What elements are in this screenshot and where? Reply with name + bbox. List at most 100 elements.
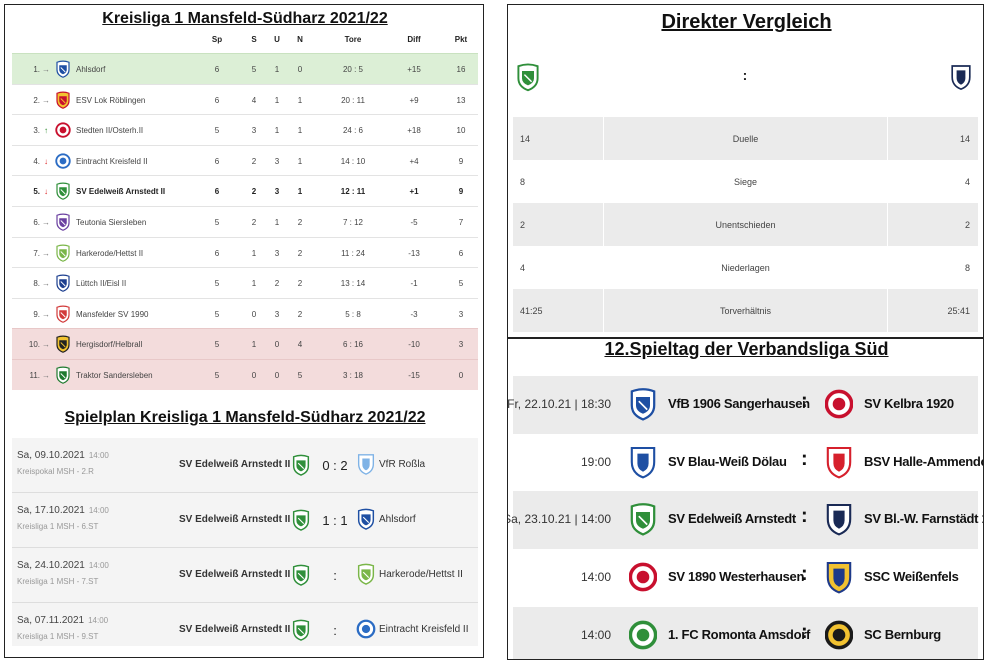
away-team-logo-icon[interactable] — [356, 508, 376, 530]
home-team-logo-icon[interactable] — [629, 501, 657, 537]
trend-arrow-icon: → — [42, 279, 50, 289]
home-team-logo-icon[interactable] — [629, 386, 657, 422]
list-item[interactable]: Sa, 17.10.2021 14:00 Kreisliga 1 MSH - 6.S… — [12, 493, 478, 548]
table-row[interactable]: 4. ↓ Eintracht Kreisfeld II 6 2 3 1 14 : 10 +4 9 — [12, 144, 478, 176]
home-team-name[interactable]: SV Edelweiß Arnstedt II — [179, 569, 291, 580]
table-row[interactable]: 11. → Traktor Sandersleben 5 0 0 5 3 : 18 -15 0 — [12, 358, 478, 390]
away-team-logo-icon[interactable] — [356, 563, 376, 585]
list-item[interactable]: Sa, 07.11.2021 14:00 Kreisliga 1 MSH - 9.S… — [12, 603, 478, 646]
goal-difference: -10 — [408, 340, 420, 350]
home-team-name[interactable]: SV Edelweiß Arnstedt II — [179, 514, 291, 525]
match-score[interactable]: 1 : 1 — [322, 513, 348, 528]
table-row[interactable]: 1. → Ahlsdorf 6 5 1 0 20 : 5 +15 16 — [12, 53, 478, 84]
team-name[interactable]: Harkerode/Hettst II — [76, 248, 144, 258]
match-score[interactable]: : — [333, 623, 337, 638]
column-divider — [603, 160, 604, 203]
games-played: 5 — [214, 217, 220, 227]
away-team-name[interactable]: VfR Roßla — [379, 459, 426, 470]
trend-arrow-icon: ↓ — [44, 156, 48, 166]
home-team-name[interactable]: SV Edelweiß Arnstedt — [668, 511, 796, 527]
table-row[interactable]: 6. → Teutonia Siersleben 5 2 1 2 7 : 12 -5 7 — [12, 205, 478, 237]
match-time: 14:00 — [88, 451, 109, 460]
fixture-row[interactable]: 14:00 SV 1890 Westerhausen: SSC Weißenfels — [513, 549, 978, 607]
team-logo-icon[interactable] — [54, 121, 72, 139]
fixture-row[interactable]: Sa, 23.10.21 | 14:00 SV Edelweiß Arnstedt… — [508, 491, 983, 550]
team-logo-icon[interactable] — [54, 274, 72, 293]
team-logo-icon[interactable] — [54, 366, 72, 384]
team-logo-icon[interactable] — [54, 152, 72, 170]
team-name[interactable]: Ahlsdorf — [76, 65, 106, 74]
draws: 3 — [274, 156, 280, 166]
home-team-logo-icon[interactable] — [629, 444, 657, 480]
table-row[interactable]: 2. → ESV Lok Röblingen 6 4 1 1 20 : 11 +9 13 — [12, 83, 478, 115]
table-row[interactable]: 9. → Mansfelder SV 1990 5 0 3 2 5 : 8 -3 3 — [12, 297, 478, 329]
home-team-logo-icon[interactable] — [629, 559, 657, 595]
away-team-name[interactable]: SV Kelbra 1920 — [864, 396, 954, 411]
away-team-name[interactable]: SSC Weißenfels — [864, 569, 959, 585]
team-name[interactable]: Teutonia Siersleben — [76, 217, 147, 227]
home-team-logo-icon[interactable] — [629, 617, 657, 653]
list-item[interactable]: Sa, 09.10.2021 14:00 Kreispokal MSH - 2.R S… — [12, 438, 478, 493]
away-team-name[interactable]: Harkerode/Hettst II — [379, 569, 463, 580]
away-team-name[interactable]: Eintracht Kreisfeld II — [379, 624, 469, 635]
fixture-row[interactable]: 19:00 SV Blau-Weiß Dölau: BSV Halle-Ammend… — [513, 433, 983, 492]
team-logo-icon[interactable] — [54, 60, 72, 78]
table-row[interactable]: 5. ↓ SV Edelweiß Arnstedt II 6 2 3 1 12 : 11 +1 9 — [12, 175, 478, 206]
away-team-logo-icon[interactable] — [950, 60, 972, 94]
home-team-name[interactable]: SV Edelweiß Arnstedt II — [179, 459, 291, 470]
away-team-logo-icon[interactable] — [825, 501, 853, 537]
team-logo-icon[interactable] — [54, 244, 72, 262]
home-team-logo-icon[interactable] — [291, 509, 311, 531]
team-name[interactable]: Lüttch II/Eisl II — [76, 279, 127, 289]
goals: 6 : 16 — [342, 340, 363, 350]
rank: 3. — [33, 126, 40, 136]
away-team-logo-icon[interactable] — [825, 386, 853, 422]
direct-separator: : — [742, 67, 748, 83]
team-name[interactable]: Hergisdorf/Helbrall — [76, 340, 143, 350]
away-team-logo-icon[interactable] — [825, 559, 853, 595]
away-team-logo-icon[interactable] — [356, 618, 376, 640]
team-logo-icon[interactable] — [54, 182, 72, 201]
team-name[interactable]: Stedten II/Osterh.II — [76, 126, 144, 136]
team-logo-icon[interactable] — [54, 213, 72, 231]
fixture-row[interactable]: 14:00 1. FC Romonta Amsdorf: SC Bernburg — [513, 606, 978, 659]
away-team-name[interactable]: BSV Halle-Ammendorf — [864, 453, 984, 469]
home-team-name[interactable]: SV Edelweiß Arnstedt II — [179, 624, 291, 635]
home-team-name[interactable]: VfB 1906 Sangerhausen — [668, 396, 810, 411]
away-team-name[interactable]: Ahlsdorf — [379, 514, 416, 525]
table-row[interactable]: 8. → Lüttch II/Eisl II 5 1 2 2 13 : 14 -1 5 — [12, 267, 478, 298]
team-logo-icon[interactable] — [54, 305, 72, 323]
home-team-logo-icon[interactable] — [516, 60, 540, 94]
stats-row: 41:25 Torverhältnis 25:41 — [513, 289, 978, 332]
league-panel: Kreisliga 1 Mansfeld-Südharz 2021/22 Sp … — [4, 4, 484, 658]
home-team-logo-icon[interactable] — [291, 619, 311, 641]
team-name[interactable]: Mansfelder SV 1990 — [76, 309, 149, 319]
home-team-logo-icon[interactable] — [291, 564, 311, 586]
home-team-name[interactable]: SV 1890 Westerhausen — [668, 569, 805, 585]
losses: 1 — [297, 95, 303, 105]
fixture-datetime: Sa, 23.10.21 | 14:00 — [507, 512, 611, 527]
table-row[interactable]: 10. → Hergisdorf/Helbrall 5 1 0 4 6 : 16 -10 3 — [12, 328, 478, 359]
wins: 1 — [251, 279, 257, 289]
away-team-logo-icon[interactable] — [825, 444, 853, 480]
list-item[interactable]: Sa, 24.10.2021 14:00 Kreisliga 1 MSH - 7.S… — [12, 548, 478, 603]
home-team-name[interactable]: SV Blau-Weiß Dölau — [668, 453, 787, 469]
verbandsliga-fixtures: Fr, 22.10.21 | 18:30 VfB 1906 Sangerhause… — [508, 376, 983, 659]
fixture-row[interactable]: Fr, 22.10.21 | 18:30 VfB 1906 Sangerhause… — [508, 376, 978, 434]
home-team-name[interactable]: 1. FC Romonta Amsdorf — [668, 626, 811, 642]
home-team-logo-icon[interactable] — [291, 454, 311, 476]
table-row[interactable]: 7. → Harkerode/Hettst II 6 1 3 2 11 : 24 -13 6 — [12, 236, 478, 268]
team-logo-icon[interactable] — [54, 335, 72, 354]
away-team-name[interactable]: SC Bernburg — [864, 626, 941, 642]
team-name[interactable]: Traktor Sandersleben — [76, 370, 153, 380]
team-logo-icon[interactable] — [54, 91, 72, 109]
team-name[interactable]: Eintracht Kreisfeld II — [76, 156, 148, 166]
table-row[interactable]: 3. ↑ Stedten II/Osterh.II 5 3 1 1 24 : 6 +18 10 — [12, 114, 478, 145]
match-score[interactable]: : — [333, 568, 337, 583]
away-team-name[interactable]: SV Bl.-W. Farnstädt 1 — [864, 511, 984, 527]
team-name[interactable]: ESV Lok Röblingen — [76, 95, 146, 105]
team-name[interactable]: SV Edelweiß Arnstedt II — [76, 187, 166, 197]
away-team-logo-icon[interactable] — [356, 453, 376, 475]
match-score[interactable]: 0 : 2 — [322, 458, 348, 473]
away-team-logo-icon[interactable] — [825, 617, 853, 653]
